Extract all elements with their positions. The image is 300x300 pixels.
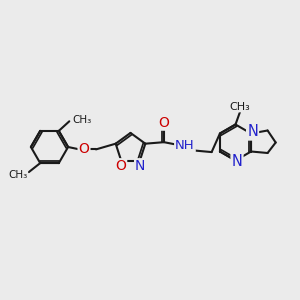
Text: CH₃: CH₃ [72,115,92,125]
Text: O: O [115,159,126,173]
Text: O: O [158,116,169,130]
Text: CH₃: CH₃ [8,170,27,180]
Text: O: O [79,142,89,156]
Text: N: N [232,154,242,169]
Text: CH₃: CH₃ [230,101,250,112]
Text: N: N [135,159,146,173]
Text: N: N [247,124,258,140]
Text: NH: NH [175,139,195,152]
